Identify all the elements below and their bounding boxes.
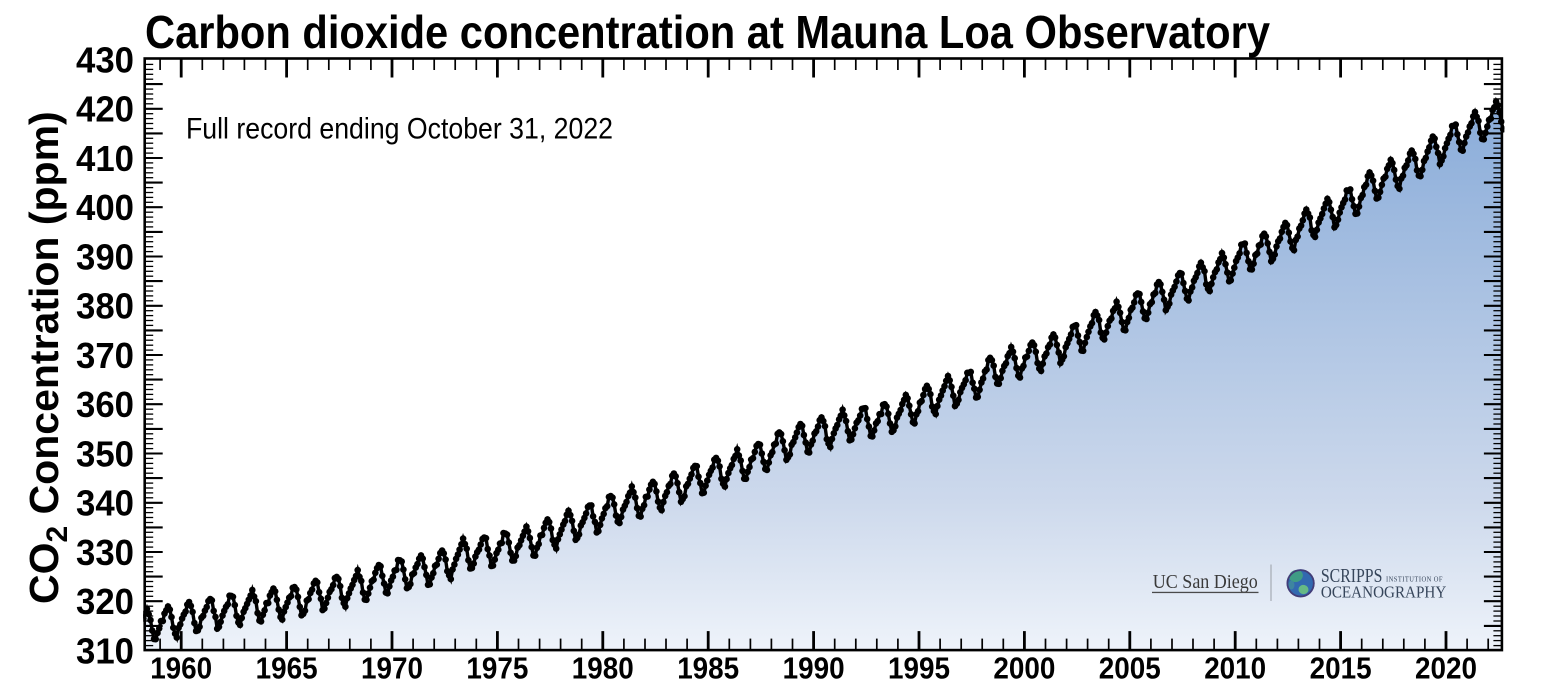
svg-text:360: 360 [76,384,134,425]
svg-text:1970: 1970 [361,652,423,686]
svg-text:340: 340 [76,483,134,524]
svg-text:2000: 2000 [993,652,1055,686]
svg-text:410: 410 [76,138,134,179]
svg-text:420: 420 [76,89,134,130]
svg-text:Carbon dioxide concentration a: Carbon dioxide concentration at Mauna Lo… [145,6,1270,58]
svg-text:400: 400 [76,187,134,228]
svg-text:1975: 1975 [466,652,528,686]
svg-text:430: 430 [76,39,134,80]
svg-text:350: 350 [76,433,134,474]
svg-text:2010: 2010 [1204,652,1266,686]
svg-text:1985: 1985 [677,652,739,686]
svg-text:UC San Diego: UC San Diego [1153,571,1258,593]
svg-text:2020: 2020 [1415,652,1477,686]
svg-text:OCEANOGRAPHY: OCEANOGRAPHY [1321,582,1446,601]
svg-text:390: 390 [76,236,134,277]
svg-text:380: 380 [76,286,134,327]
svg-text:CO2 Concentration (ppm): CO2 Concentration (ppm) [21,111,74,604]
svg-text:1980: 1980 [572,652,634,686]
svg-text:SCRIPPS: SCRIPPS [1321,565,1383,587]
svg-text:2015: 2015 [1310,652,1372,686]
svg-text:310: 310 [76,630,134,671]
svg-text:330: 330 [76,532,134,573]
svg-text:1990: 1990 [783,652,845,686]
svg-text:1965: 1965 [256,652,318,686]
svg-text:320: 320 [76,581,134,622]
svg-text:INSTITUTION OF: INSTITUTION OF [1386,576,1443,584]
svg-text:1960: 1960 [150,652,212,686]
svg-text:370: 370 [76,335,134,376]
svg-text:2005: 2005 [1099,652,1161,686]
svg-text:Full record ending October 31,: Full record ending October 31, 2022 [186,113,613,146]
svg-text:1995: 1995 [888,652,950,686]
